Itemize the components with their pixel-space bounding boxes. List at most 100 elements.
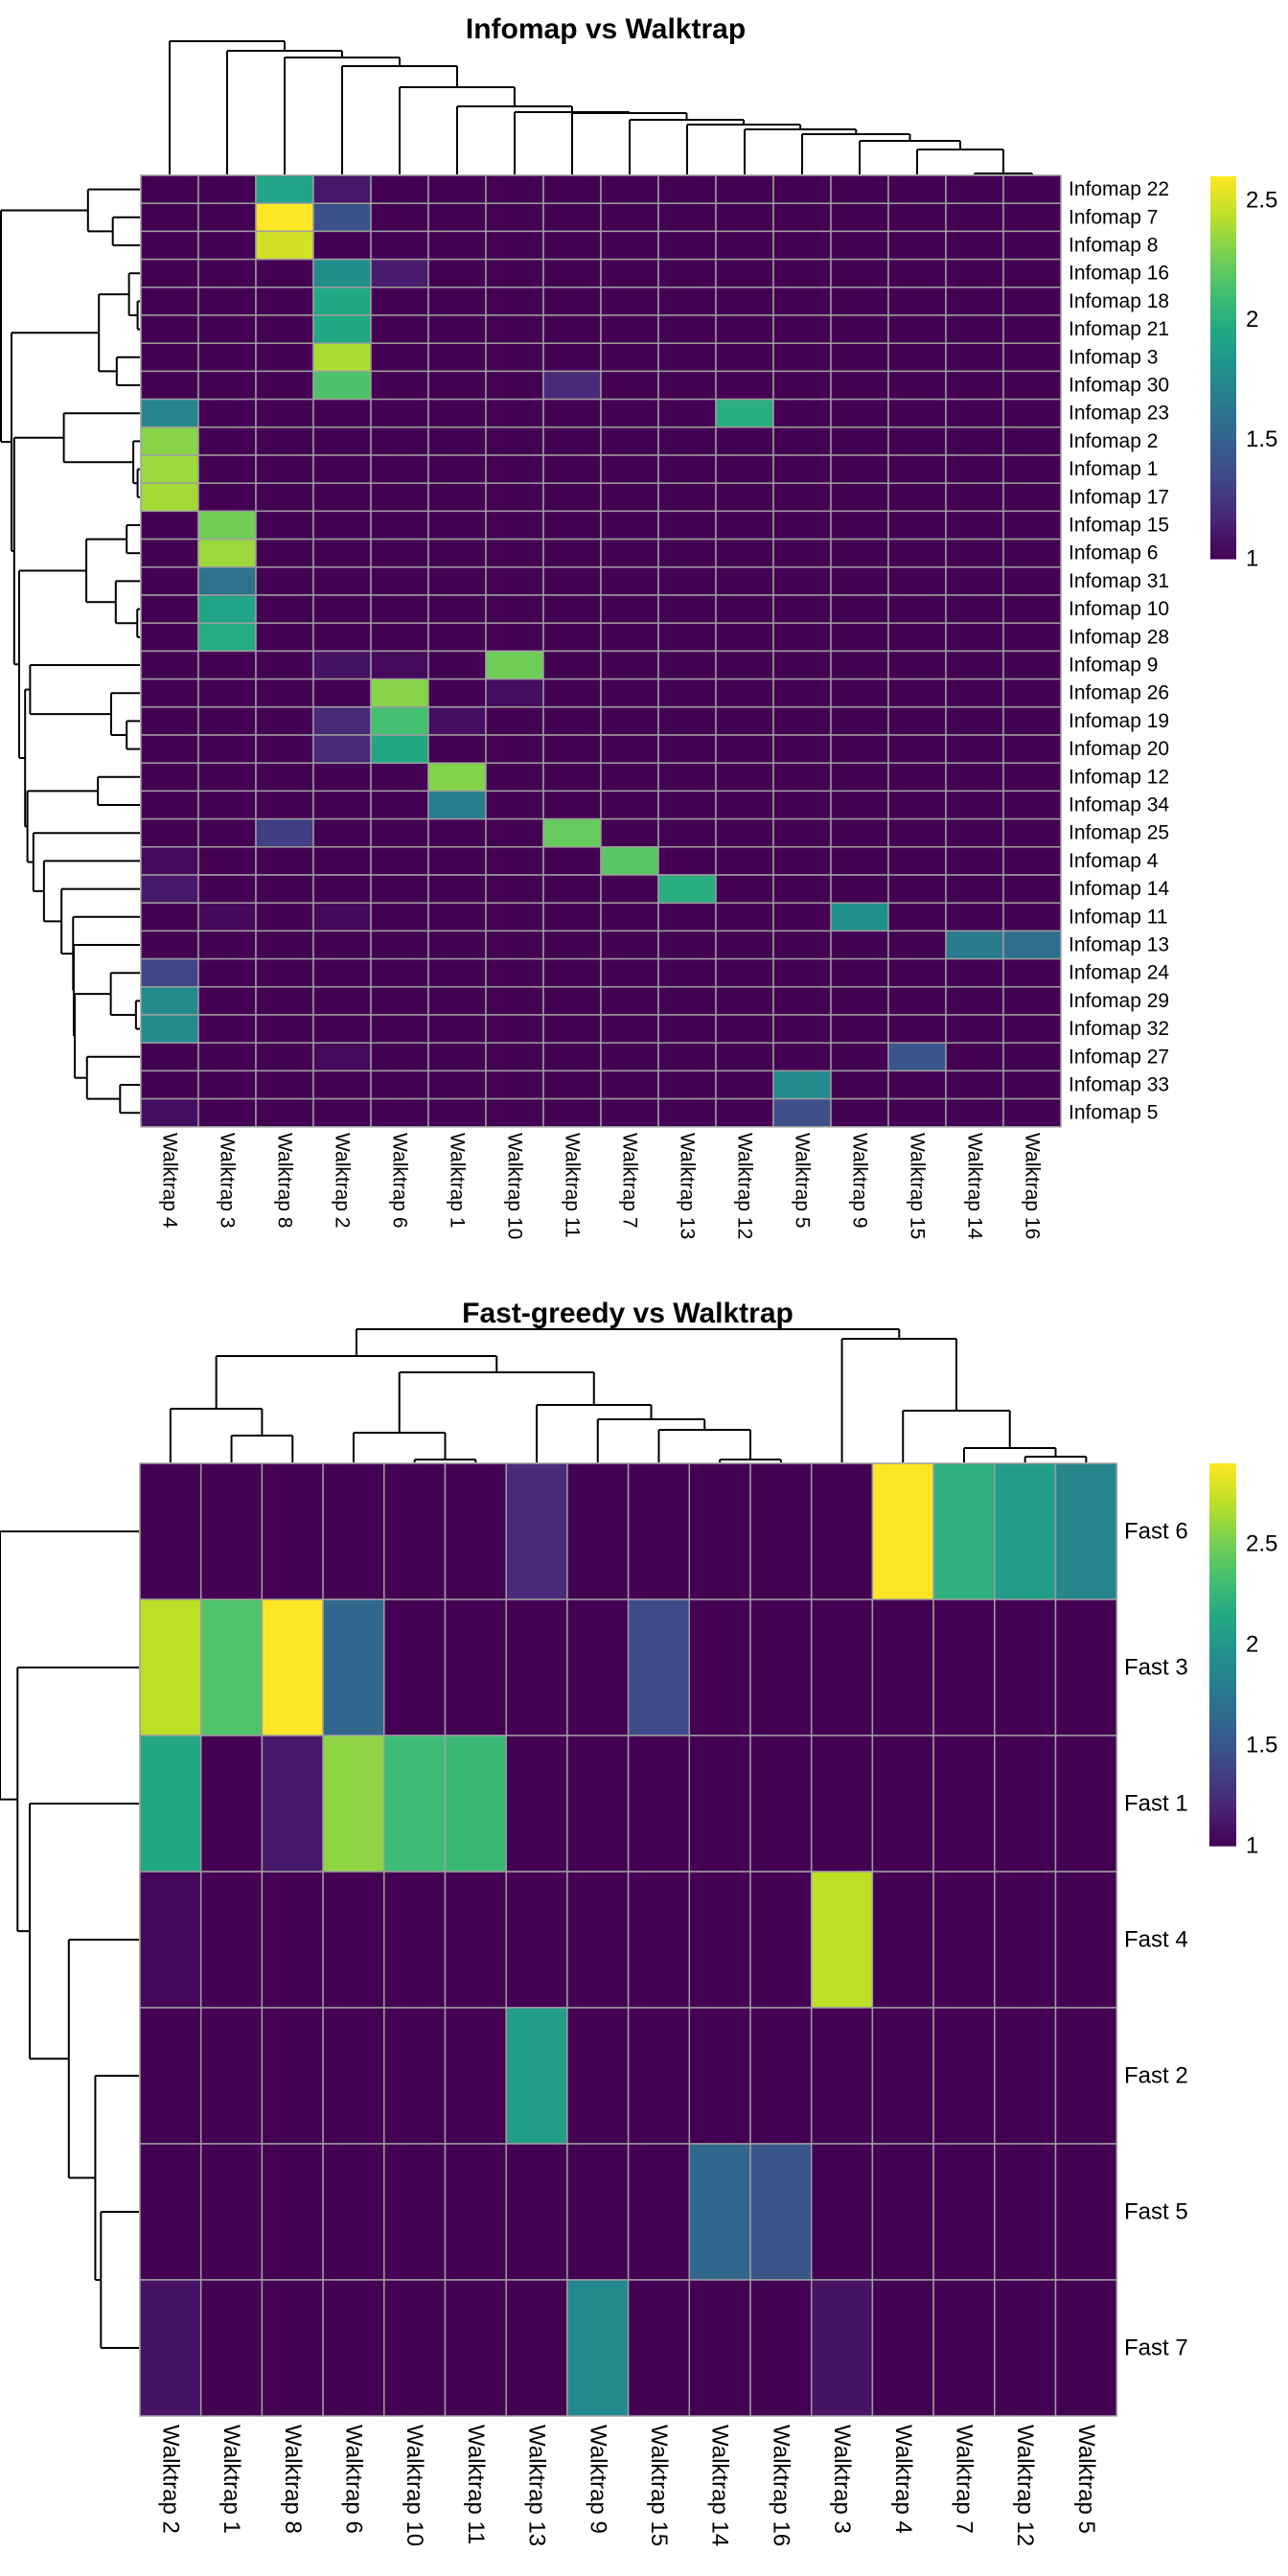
heatmap-cell bbox=[994, 2143, 1057, 2281]
heatmap-cell bbox=[887, 817, 947, 848]
legend-gradient-step bbox=[1210, 468, 1236, 473]
heatmap-cell bbox=[140, 566, 199, 596]
heatmap-cell bbox=[627, 1871, 691, 2009]
heatmap-cell bbox=[255, 1097, 314, 1128]
heatmap-cell bbox=[255, 1014, 314, 1044]
heatmap-cell bbox=[140, 398, 199, 428]
column-label: Walktrap 2 bbox=[332, 1133, 354, 1229]
heatmap-cell bbox=[1002, 874, 1062, 904]
row-label: Fast 6 bbox=[1124, 1519, 1188, 1545]
heatmap-cell bbox=[312, 930, 372, 960]
heatmap-cell bbox=[542, 426, 602, 456]
heatmap-cell bbox=[312, 538, 372, 568]
heatmap-cell bbox=[715, 622, 774, 653]
heatmap-cell bbox=[139, 1598, 202, 1736]
heatmap-cell bbox=[312, 1042, 372, 1072]
heatmap-cell bbox=[1002, 426, 1062, 456]
heatmap-cell bbox=[1002, 314, 1062, 344]
legend-gradient-step bbox=[1210, 199, 1236, 206]
legend-gradient-step bbox=[1210, 516, 1236, 521]
heatmap-cell bbox=[370, 370, 429, 401]
legend-gradient-step bbox=[1210, 549, 1236, 555]
heatmap-cell bbox=[444, 1735, 507, 1873]
heatmap-cell bbox=[370, 342, 429, 373]
heatmap-cell bbox=[600, 1097, 659, 1128]
legend-gradient-step bbox=[1209, 1760, 1236, 1765]
heatmap-cell bbox=[312, 622, 372, 653]
heatmap-cell bbox=[542, 342, 602, 373]
heatmap-cell bbox=[485, 287, 544, 316]
heatmap-cell bbox=[370, 706, 429, 736]
row-label: Fast 4 bbox=[1124, 1927, 1188, 1953]
legend-gradient-step bbox=[1210, 362, 1236, 369]
heatmap-cell bbox=[600, 790, 659, 820]
heatmap-cell bbox=[427, 174, 487, 204]
legend-gradient-step bbox=[1209, 1807, 1236, 1813]
legend-gradient-step bbox=[1210, 458, 1236, 464]
heatmap-cell bbox=[370, 817, 429, 848]
heatmap-cell bbox=[887, 174, 947, 204]
row-label: Infomap 13 bbox=[1069, 934, 1169, 956]
legend-gradient-step bbox=[1209, 1539, 1236, 1546]
heatmap-cell bbox=[140, 1070, 199, 1100]
heatmap-cell bbox=[140, 762, 199, 793]
heatmap-cell bbox=[600, 706, 659, 736]
heatmap-cell bbox=[715, 874, 774, 904]
heatmap-cell bbox=[810, 1462, 874, 1600]
heatmap-cell bbox=[600, 846, 659, 876]
legend-gradient-step bbox=[1210, 544, 1236, 550]
heatmap-cell bbox=[600, 174, 659, 204]
heatmap-cell bbox=[485, 398, 544, 428]
heatmap-cell bbox=[945, 1014, 1004, 1044]
heatmap-cell bbox=[485, 874, 544, 904]
heatmap-cell bbox=[887, 846, 947, 876]
column-label: Walktrap 14 bbox=[707, 2425, 733, 2546]
heatmap-cell bbox=[830, 314, 889, 344]
column-label: Walktrap 1 bbox=[447, 1133, 469, 1229]
row-label: Infomap 34 bbox=[1069, 794, 1169, 816]
row-label: Infomap 17 bbox=[1069, 486, 1169, 508]
heatmap-cell bbox=[255, 398, 314, 428]
heatmap-cell bbox=[1054, 2007, 1117, 2145]
heatmap-cell bbox=[1002, 790, 1062, 820]
heatmap-cell bbox=[255, 846, 314, 876]
heatmap-cell bbox=[322, 2007, 385, 2145]
heatmap-cell bbox=[370, 986, 429, 1016]
heatmap-cell bbox=[485, 538, 544, 568]
heatmap-cell bbox=[887, 1014, 947, 1044]
heatmap-cell bbox=[1002, 930, 1062, 960]
heatmap-cell bbox=[715, 1042, 774, 1072]
heatmap-cell bbox=[772, 650, 832, 680]
row-label: Infomap 18 bbox=[1069, 290, 1169, 312]
heatmap-cell bbox=[1002, 510, 1062, 540]
heatmap-cell bbox=[312, 342, 372, 373]
heatmap-cell bbox=[830, 734, 889, 764]
heatmap-cell bbox=[994, 1871, 1057, 2009]
heatmap-cell bbox=[383, 2279, 447, 2417]
legend-gradient-step bbox=[1209, 1587, 1236, 1594]
row-label: Infomap 27 bbox=[1069, 1046, 1169, 1068]
heatmap-cell bbox=[312, 202, 372, 233]
heatmap-cell bbox=[657, 762, 717, 793]
legend-tick-label: 1 bbox=[1246, 546, 1258, 572]
heatmap-cell bbox=[542, 986, 602, 1016]
heatmap-cell bbox=[197, 538, 257, 568]
legend-gradient-step bbox=[1210, 425, 1236, 430]
heatmap-cell bbox=[657, 790, 717, 820]
legend-gradient-step bbox=[1210, 314, 1236, 321]
heatmap-cell bbox=[140, 957, 199, 988]
heatmap-cell bbox=[542, 902, 602, 932]
heatmap-cell bbox=[600, 202, 659, 233]
heatmap-cell bbox=[140, 846, 199, 876]
heatmap-cell bbox=[312, 650, 372, 680]
heatmap-cell bbox=[830, 1070, 889, 1100]
heatmap-cell bbox=[312, 230, 372, 261]
heatmap-cell bbox=[994, 2007, 1057, 2145]
chart-title: Fast-greedy vs Walktrap bbox=[462, 1298, 794, 1329]
heatmap-cell bbox=[255, 986, 314, 1016]
heatmap-cell bbox=[600, 538, 659, 568]
heatmap-cell bbox=[887, 258, 947, 288]
heatmap-cell bbox=[945, 370, 1004, 401]
legend-gradient-step bbox=[1210, 453, 1236, 459]
heatmap-cell bbox=[261, 1598, 324, 1736]
